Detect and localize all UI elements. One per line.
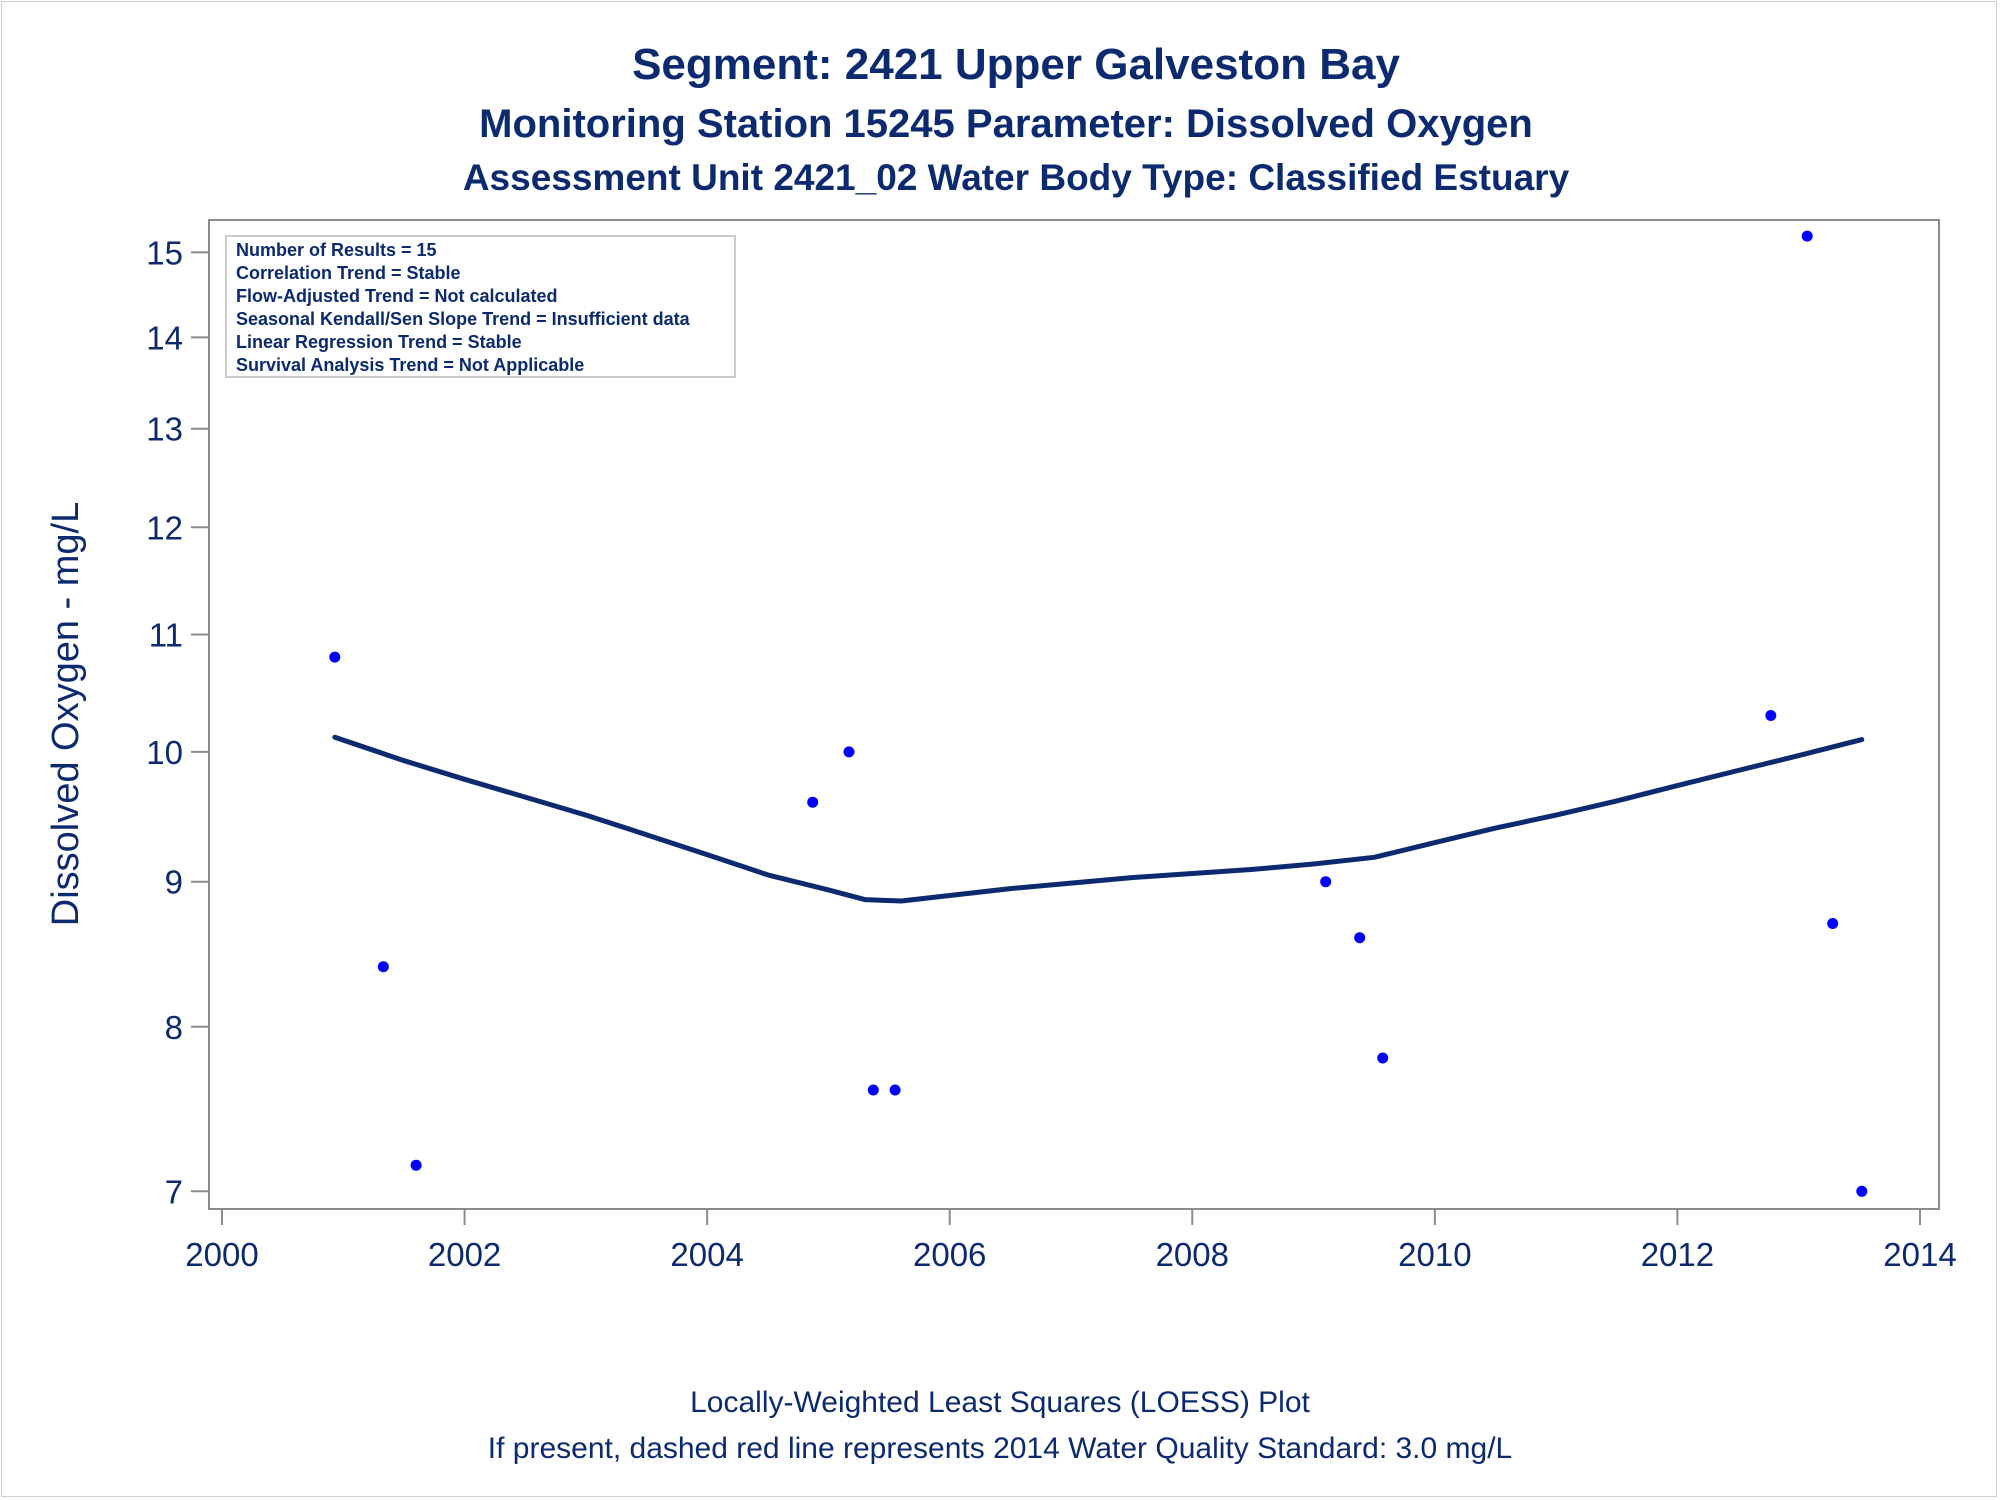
inset-line: Correlation Trend = Stable xyxy=(236,263,461,283)
inset-box xyxy=(225,235,736,378)
data-point xyxy=(1801,230,1813,242)
x-tick-label: 2004 xyxy=(670,1236,743,1273)
inset-line: Survival Analysis Trend = Not Applicable xyxy=(236,355,584,375)
inset-line: Number of Results = 15 xyxy=(236,240,437,260)
data-point xyxy=(843,746,855,758)
y-tick-label: 13 xyxy=(146,411,183,448)
data-point xyxy=(807,796,819,808)
data-point xyxy=(1354,932,1366,944)
data-point xyxy=(867,1084,879,1096)
y-tick-label: 11 xyxy=(149,616,183,653)
data-point xyxy=(1827,918,1839,929)
x-tick-label: 2000 xyxy=(185,1236,258,1273)
chart-subtitle: Monitoring Station 15245 Parameter: Diss… xyxy=(479,102,1533,146)
x-tick-label: 2010 xyxy=(1398,1236,1471,1273)
y-tick-label: 12 xyxy=(146,509,183,546)
data-point xyxy=(329,651,341,663)
loess-line xyxy=(332,734,1865,904)
data-point xyxy=(1377,1052,1389,1064)
inset-line: Flow-Adjusted Trend = Not calculated xyxy=(236,286,558,306)
chart-title: Segment: 2421 Upper Galveston Bay xyxy=(632,40,1400,89)
y-axis: 7 8 9 10 11 12 13 14 15 xyxy=(146,234,209,1210)
x-tick-label: 2002 xyxy=(428,1236,501,1273)
plot-area xyxy=(208,219,1940,1210)
trend-inset: Number of Results = 15 Correlation Trend… xyxy=(225,235,736,378)
y-tick-label: 9 xyxy=(165,864,183,901)
data-point xyxy=(1765,710,1777,721)
data-point xyxy=(889,1084,901,1096)
x-tick-label: 2014 xyxy=(1883,1236,1956,1273)
y-axis-label: Dissolved Oxygen - mg/L xyxy=(45,502,87,927)
footnote-2: If present, dashed red line represents 2… xyxy=(488,1432,1512,1465)
y-tick-label: 15 xyxy=(146,234,183,271)
x-tick-label: 2012 xyxy=(1641,1236,1714,1273)
data-point xyxy=(410,1159,422,1171)
inset-line: Linear Regression Trend = Stable xyxy=(236,332,522,352)
y-tick-label: 7 xyxy=(165,1173,183,1210)
footnote-1: Locally-Weighted Least Squares (LOESS) P… xyxy=(690,1386,1310,1419)
loess-layer xyxy=(332,734,1865,904)
x-tick-label: 2008 xyxy=(1156,1236,1229,1273)
x-axis: 2000 2002 2004 2006 2008 2010 2012 2014 xyxy=(185,1209,1957,1273)
x-tick-label: 2006 xyxy=(913,1236,986,1273)
chart-subtitle-2: Assessment Unit 2421_02 Water Body Type:… xyxy=(463,157,1570,198)
data-point xyxy=(1320,876,1332,888)
y-tick-label: 8 xyxy=(165,1009,183,1046)
data-point xyxy=(377,961,389,973)
data-point xyxy=(1856,1185,1868,1197)
inset-line: Seasonal Kendall/Sen Slope Trend = Insuf… xyxy=(236,309,691,329)
y-tick-label: 10 xyxy=(146,734,183,771)
y-tick-label: 14 xyxy=(146,319,183,356)
